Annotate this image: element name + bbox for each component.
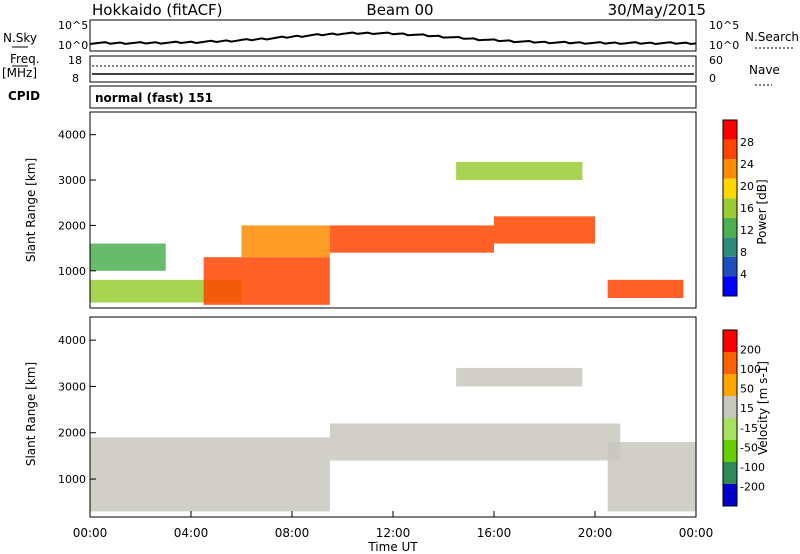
scatter-band-6: [607, 279, 684, 299]
ytick-label: 1000: [58, 473, 86, 486]
power-panel-frame: [89, 111, 697, 309]
power-ylabel: Slant Range [km]: [24, 158, 38, 262]
freq-unit: [MHz]: [2, 66, 37, 80]
cpid-mode: normal (fast) 151: [95, 91, 213, 105]
noise-left-tick-bottom: 10^0: [58, 39, 88, 52]
cpid-label: CPID: [8, 89, 40, 103]
freq-label: Freq.: [10, 52, 40, 66]
scatter-band-2: [456, 367, 583, 387]
ytick-label: 2000: [58, 219, 86, 232]
scatter-band-5: [456, 161, 583, 181]
colorbar-segment: [723, 440, 737, 462]
time-axis: 00:00 04:00 08:00 12:00 16:00 20:00 00:00: [73, 511, 714, 540]
ytick-label: 1000: [58, 265, 86, 278]
scatter-band-2: [241, 225, 330, 258]
noise-line: [89, 31, 697, 46]
colorbar-tick: 100: [740, 363, 761, 376]
time-tick-label: 12:00: [376, 526, 411, 540]
velocity-colorbar-label: Velocity [m s-1]: [756, 361, 770, 455]
colorbar-segment: [723, 120, 737, 140]
colorbar-segment: [723, 178, 737, 199]
colorbar-tick: 24: [740, 158, 754, 171]
freq-left-tick-bottom: 8: [72, 72, 79, 85]
noise-left-tick-top: 10^5: [58, 19, 88, 32]
colorbar-tick: -100: [740, 461, 765, 474]
time-tick-label: 20:00: [578, 526, 613, 540]
ytick-label: 3000: [58, 380, 86, 393]
radar-title: Hokkaido (fitACF): [92, 1, 223, 19]
freq-right-tick-top: 60: [709, 54, 723, 67]
power-marks: [90, 161, 684, 305]
colorbar-segment: [723, 352, 737, 374]
colorbar-segment: [723, 330, 737, 352]
scatter-band-3: [329, 225, 494, 253]
noise-panel: [89, 19, 697, 52]
scatter-band-1: [329, 423, 621, 461]
beam-title: Beam 00: [366, 1, 433, 19]
colorbar-segment: [723, 217, 737, 238]
power-colorbar: 28 24 20 16 12 8 4: [722, 119, 754, 297]
time-tick-label: 00:00: [679, 526, 714, 540]
colorbar-tick: 4: [740, 268, 747, 281]
colorbar-frame: [722, 329, 738, 507]
time-tick-label: 04:00: [174, 526, 209, 540]
power-yticks: 4000 3000 2000 1000: [58, 129, 96, 278]
colorbar-segment: [723, 396, 737, 418]
velocity-marks: [90, 367, 696, 512]
scatter-band-3: [607, 442, 696, 512]
freq-panel: [89, 55, 697, 83]
colorbar-tick: 50: [740, 383, 754, 396]
ytick-label: 2000: [58, 427, 86, 440]
freq-left-tick-top: 18: [68, 54, 82, 67]
colorbar-tick: 28: [740, 136, 754, 149]
power-colorbar-label: Power [dB]: [755, 179, 769, 244]
velocity-colorbar: 200 100 50 15 -15 -50 -100 -200: [722, 329, 765, 507]
noise-left-label: N.Sky: [3, 31, 37, 45]
time-tick-label: 00:00: [73, 526, 108, 540]
scatter-band-7: [90, 243, 166, 271]
colorbar-segment: [723, 276, 737, 296]
noise-right-label: N.Search: [745, 30, 799, 44]
scatter-band-0: [90, 437, 330, 512]
date-title: 30/May/2015: [608, 1, 706, 19]
colorbar-tick: 20: [740, 180, 754, 193]
colorbar-segment: [723, 484, 737, 506]
nave-label: Nave: [749, 63, 780, 77]
colorbar-segment: [723, 139, 737, 160]
velocity-yticks: 4000 3000 2000 1000: [58, 334, 96, 486]
ytick-label: 4000: [58, 129, 86, 142]
velocity-ylabel: Slant Range [km]: [24, 362, 38, 466]
cpid-panel: [89, 85, 697, 109]
time-tick-label: 16:00: [477, 526, 512, 540]
time-axis-label: Time UT: [367, 540, 418, 554]
colorbar-tick: 200: [740, 344, 761, 357]
noise-right-tick-top: 10^5: [709, 19, 739, 32]
ytick-label: 3000: [58, 174, 86, 187]
scatter-band-4: [494, 216, 595, 244]
colorbar-tick: -200: [740, 480, 765, 493]
colorbar-segment: [723, 374, 737, 396]
colorbar-segment: [723, 159, 737, 179]
colorbar-tick: 15: [740, 402, 754, 415]
noise-right-tick-bottom: 10^0: [709, 39, 739, 52]
colorbar-segment: [723, 256, 737, 277]
colorbar-segment: [723, 418, 737, 440]
time-tick-label: 08:00: [275, 526, 310, 540]
colorbar-frame: [722, 119, 738, 297]
colorbar-tick: 16: [740, 202, 754, 215]
colorbar-segment: [723, 462, 737, 484]
colorbar-tick: -50: [740, 441, 758, 454]
colorbar-tick: -15: [740, 422, 758, 435]
power-panel: [90, 112, 696, 308]
freq-right-tick-bottom: 0: [709, 72, 716, 85]
ytick-label: 4000: [58, 334, 86, 347]
colorbar-tick: 8: [740, 246, 747, 259]
colorbar-segment: [723, 237, 737, 257]
scatter-band-1: [203, 257, 330, 305]
colorbar-segment: [723, 198, 737, 218]
colorbar-tick: 12: [740, 224, 754, 237]
